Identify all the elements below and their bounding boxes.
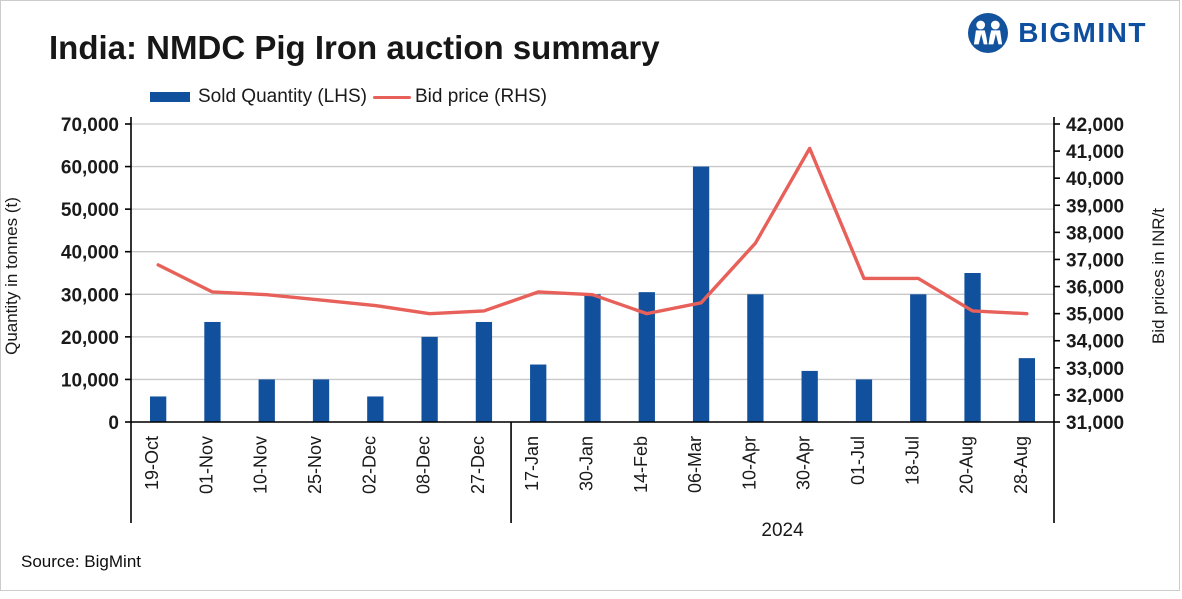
svg-text:41,000: 41,000 xyxy=(1066,142,1124,163)
svg-text:34,000: 34,000 xyxy=(1066,332,1124,353)
svg-text:31,000: 31,000 xyxy=(1066,413,1124,434)
svg-text:10-Nov: 10-Nov xyxy=(251,436,271,494)
svg-text:39,000: 39,000 xyxy=(1066,196,1124,217)
svg-text:38,000: 38,000 xyxy=(1066,223,1124,244)
svg-text:25-Nov: 25-Nov xyxy=(305,436,325,494)
svg-text:36,000: 36,000 xyxy=(1066,278,1124,299)
svg-text:50,000: 50,000 xyxy=(61,200,119,221)
svg-text:Bid prices in INR/t: Bid prices in INR/t xyxy=(1149,208,1168,344)
svg-text:20-Aug: 20-Aug xyxy=(957,436,977,494)
svg-text:70,000: 70,000 xyxy=(61,115,119,136)
svg-text:10,000: 10,000 xyxy=(61,370,119,391)
svg-text:40,000: 40,000 xyxy=(61,243,119,264)
svg-text:18-Jul: 18-Jul xyxy=(902,436,922,485)
svg-text:37,000: 37,000 xyxy=(1066,250,1124,271)
svg-text:02-Dec: 02-Dec xyxy=(359,436,379,494)
svg-text:Quantity in tonnes (t): Quantity in tonnes (t) xyxy=(2,197,21,355)
svg-text:01-Jul: 01-Jul xyxy=(848,436,868,485)
svg-text:17-Jan: 17-Jan xyxy=(522,436,542,491)
svg-text:32,000: 32,000 xyxy=(1066,386,1124,407)
svg-text:10-Apr: 10-Apr xyxy=(739,436,759,490)
svg-text:20,000: 20,000 xyxy=(61,328,119,349)
svg-text:33,000: 33,000 xyxy=(1066,359,1124,380)
svg-text:19-Oct: 19-Oct xyxy=(142,436,162,490)
svg-text:28-Aug: 28-Aug xyxy=(1011,436,1031,494)
svg-text:30,000: 30,000 xyxy=(61,285,119,306)
svg-text:01-Nov: 01-Nov xyxy=(196,436,216,494)
svg-text:08-Dec: 08-Dec xyxy=(414,436,434,494)
svg-text:0: 0 xyxy=(108,413,119,434)
svg-text:35,000: 35,000 xyxy=(1066,305,1124,326)
svg-text:14-Feb: 14-Feb xyxy=(631,436,651,493)
svg-text:40,000: 40,000 xyxy=(1066,169,1124,190)
svg-text:2024: 2024 xyxy=(761,520,804,541)
svg-text:30-Jan: 30-Jan xyxy=(577,436,597,491)
svg-text:42,000: 42,000 xyxy=(1066,115,1124,136)
svg-text:60,000: 60,000 xyxy=(61,158,119,179)
svg-text:30-Apr: 30-Apr xyxy=(794,436,814,490)
svg-text:27-Dec: 27-Dec xyxy=(468,436,488,494)
svg-text:06-Mar: 06-Mar xyxy=(685,436,705,493)
